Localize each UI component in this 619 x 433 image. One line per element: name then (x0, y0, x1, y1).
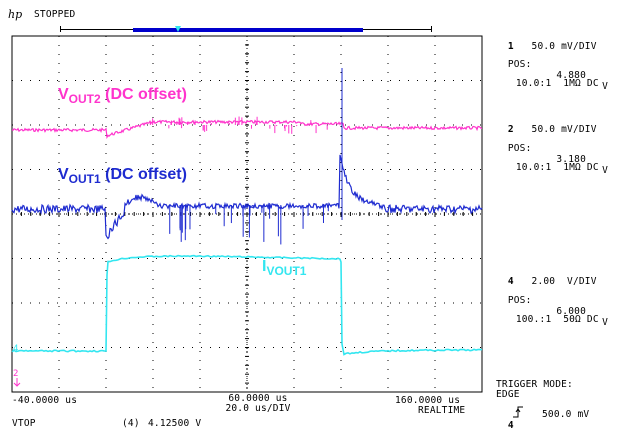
ch4-probe-row: 100.:1 50Ω DC (515, 314, 599, 325)
ivout1-trace (11, 254, 483, 356)
trigger-mode-value: EDGE (496, 389, 520, 400)
rising-edge-icon (513, 406, 523, 418)
vout2-label: VOUT2 (DC offset) (58, 86, 187, 106)
ch1-number: 1 (507, 41, 514, 52)
ch4-ground-marker: 4 (13, 344, 19, 354)
trigger-channel: 4 (507, 420, 514, 431)
acquisition-mode: REALTIME (418, 405, 466, 416)
ch2-scale-row: 2 50.0 mV/DIV (507, 124, 597, 135)
ch4-scale-row: 4 2.00 V/DIV (507, 276, 597, 287)
vout2-trace (11, 119, 483, 140)
ch2-ground-marker: 2 (13, 369, 19, 379)
trigger-position-marker (175, 26, 181, 32)
timebase-bar-left-tick (60, 26, 61, 32)
timebase-window-indicator[interactable] (133, 28, 363, 32)
hp-logo: hp (8, 8, 23, 21)
measurement-name: VTOP (12, 418, 36, 429)
measurement-value: 4.12500 V (148, 418, 202, 429)
trigger-level: 500.0 mV (542, 409, 590, 420)
ivout1-label: IVOUT1 (262, 258, 307, 278)
timebase-left: -40.0000 us (12, 395, 78, 406)
measurement-channel: (4) (122, 418, 140, 429)
vout1-label: VOUT1 (DC offset) (58, 166, 187, 186)
timebase-bar-right-tick (431, 26, 432, 32)
trigger-row: 4 (496, 409, 514, 431)
vout1-spikes (169, 68, 343, 245)
ch2-probe-row: 10.0:1 1MΩ DC (515, 162, 599, 173)
timebase-per-div: 20.0 us/DIV (225, 403, 291, 414)
ch4-number: 4 (507, 276, 514, 287)
timebase-center: 60.0000 us (228, 393, 288, 404)
ch1-scale-row: 1 50.0 mV/DIV (507, 41, 597, 52)
acquisition-status: STOPPED (34, 9, 76, 20)
trigger-mode-label: TRIGGER MODE: (496, 379, 573, 390)
down-arrow-icon (13, 378, 21, 387)
waveform-traces (11, 68, 483, 356)
vout2-spikes (149, 105, 343, 138)
vout1-trace (11, 154, 483, 240)
ch4-position-row: POS: 6.000 V (507, 295, 608, 328)
ch1-probe-row: 10.0:1 1MΩ DC (515, 78, 599, 89)
ch2-position-row: POS: 3.180 V (507, 143, 608, 176)
graticule (11, 35, 483, 393)
ch1-position-row: POS: 4.880 V (507, 59, 608, 92)
ch2-number: 2 (507, 124, 514, 135)
timebase-right: 160.0000 us (395, 395, 461, 406)
